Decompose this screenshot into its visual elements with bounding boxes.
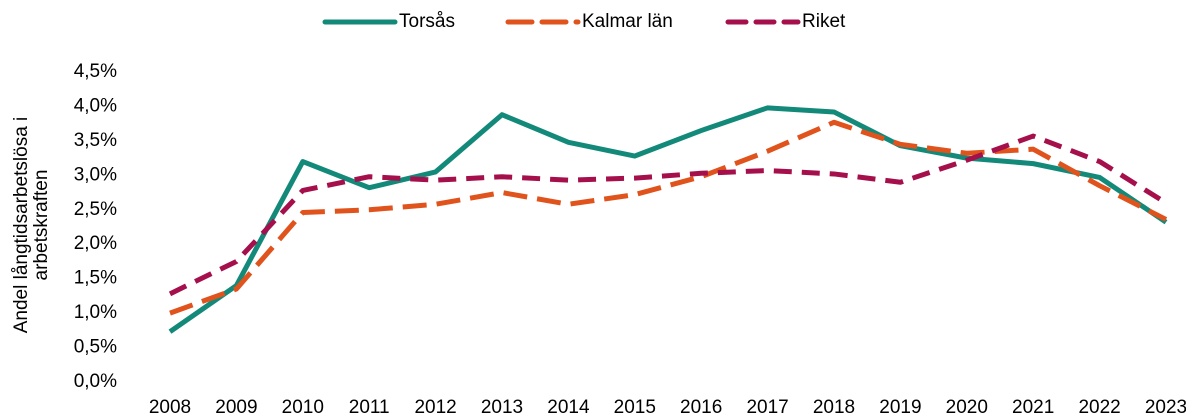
series-line bbox=[169, 119, 1168, 316]
y-tick-label: 2,0% bbox=[74, 233, 117, 254]
y-tick-label: 1,5% bbox=[74, 268, 117, 289]
x-tick-label: 2008 bbox=[149, 397, 191, 418]
x-tick-label: 2011 bbox=[349, 397, 390, 418]
x-tick-label: 2019 bbox=[879, 397, 921, 418]
legend-label: Kalmar län bbox=[582, 11, 673, 32]
x-tick-label: 2010 bbox=[282, 397, 324, 418]
y-tick-label: 0,0% bbox=[74, 371, 117, 392]
y-tick-label: 3,5% bbox=[74, 130, 117, 151]
x-tick-label: 2018 bbox=[813, 397, 855, 418]
legend-label: Torsås bbox=[399, 11, 455, 32]
series-line bbox=[168, 105, 1168, 334]
x-tick-label: 2023 bbox=[1145, 397, 1186, 418]
y-axis-label: Andel långtidsarbetslösa i bbox=[11, 117, 32, 334]
x-tick-label: 2022 bbox=[1078, 397, 1120, 418]
series-line bbox=[168, 133, 1168, 297]
x-tick-label: 2014 bbox=[547, 397, 590, 418]
y-tick-label: 0,5% bbox=[74, 337, 117, 358]
y-tick-label: 1,0% bbox=[74, 302, 117, 323]
x-tick-label: 2012 bbox=[414, 397, 456, 418]
x-tick-label: 2013 bbox=[481, 397, 523, 418]
legend-label: Riket bbox=[802, 11, 846, 32]
x-tick-label: 2015 bbox=[614, 397, 656, 418]
y-tick-label: 2,5% bbox=[74, 199, 117, 220]
y-tick-label: 4,0% bbox=[74, 95, 117, 116]
x-tick-label: 2021 bbox=[1012, 397, 1054, 418]
x-tick-label: 2020 bbox=[946, 397, 988, 418]
x-tick-label: 2016 bbox=[680, 397, 722, 418]
x-tick-label: 2009 bbox=[215, 397, 257, 418]
x-tick-label: 2017 bbox=[746, 397, 788, 418]
y-tick-label: 4,5% bbox=[74, 61, 117, 82]
y-tick-label: 3,0% bbox=[74, 164, 117, 185]
y-axis-label: arbetskraften bbox=[31, 170, 52, 281]
